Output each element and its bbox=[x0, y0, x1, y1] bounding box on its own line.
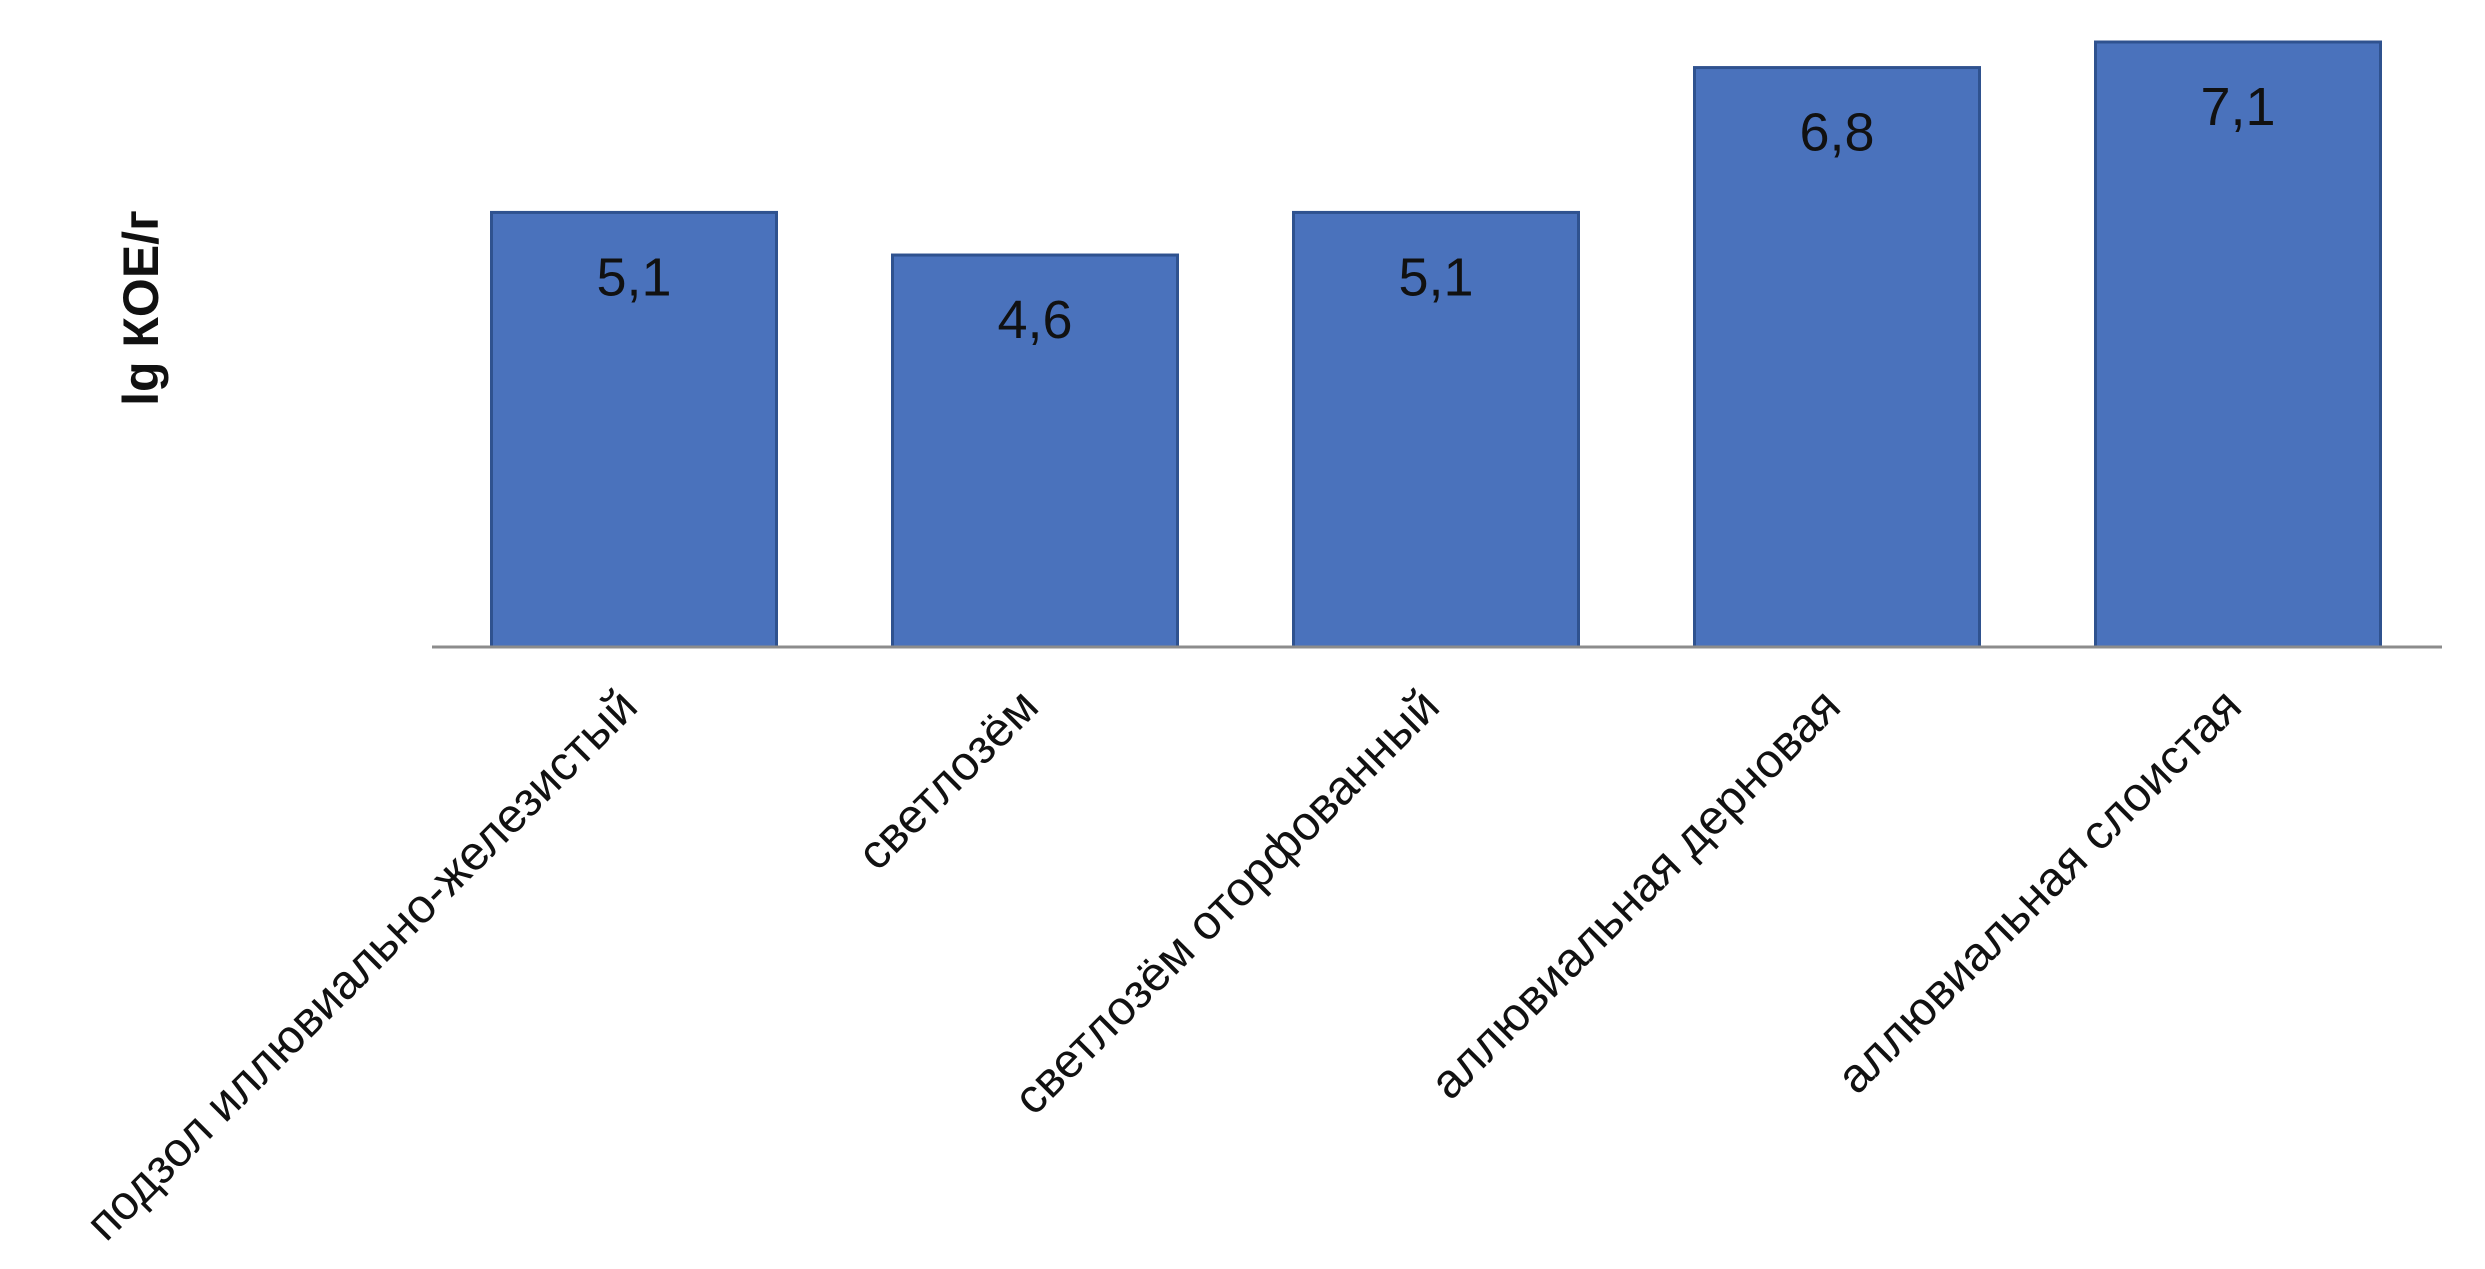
data-label-5: 7,1 bbox=[2200, 77, 2275, 137]
data-labels-layer: 5,1 4,6 5,1 6,8 7,1 bbox=[596, 77, 2275, 350]
data-label-1: 5,1 bbox=[596, 247, 671, 307]
data-label-2: 4,6 bbox=[997, 290, 1072, 350]
y-axis-label: lg КОЕ/г bbox=[113, 210, 169, 406]
data-label-3: 5,1 bbox=[1398, 247, 1473, 307]
x-tick-label-3: светлозём оторфованный bbox=[1004, 679, 1450, 1125]
x-tick-label-1: подзол иллювиально-железистый bbox=[76, 679, 647, 1250]
data-label-4: 6,8 bbox=[1799, 103, 1874, 163]
bar-1 bbox=[490, 210, 778, 649]
bar-4 bbox=[1693, 66, 1981, 649]
bars-layer bbox=[490, 40, 2382, 649]
bar-3 bbox=[1292, 210, 1580, 649]
x-tick-label-5: аллювиальная слоистая bbox=[1827, 679, 2252, 1104]
x-tick-label-2: светлозём bbox=[848, 679, 1049, 880]
bar-5 bbox=[2094, 40, 2382, 649]
x-tick-label-4: аллювиальная дерновая bbox=[1420, 679, 1850, 1109]
x-tick-labels-layer: подзол иллювиально-железистый светлозёмсв… bbox=[76, 679, 2251, 1250]
bar-2 bbox=[891, 253, 1179, 649]
